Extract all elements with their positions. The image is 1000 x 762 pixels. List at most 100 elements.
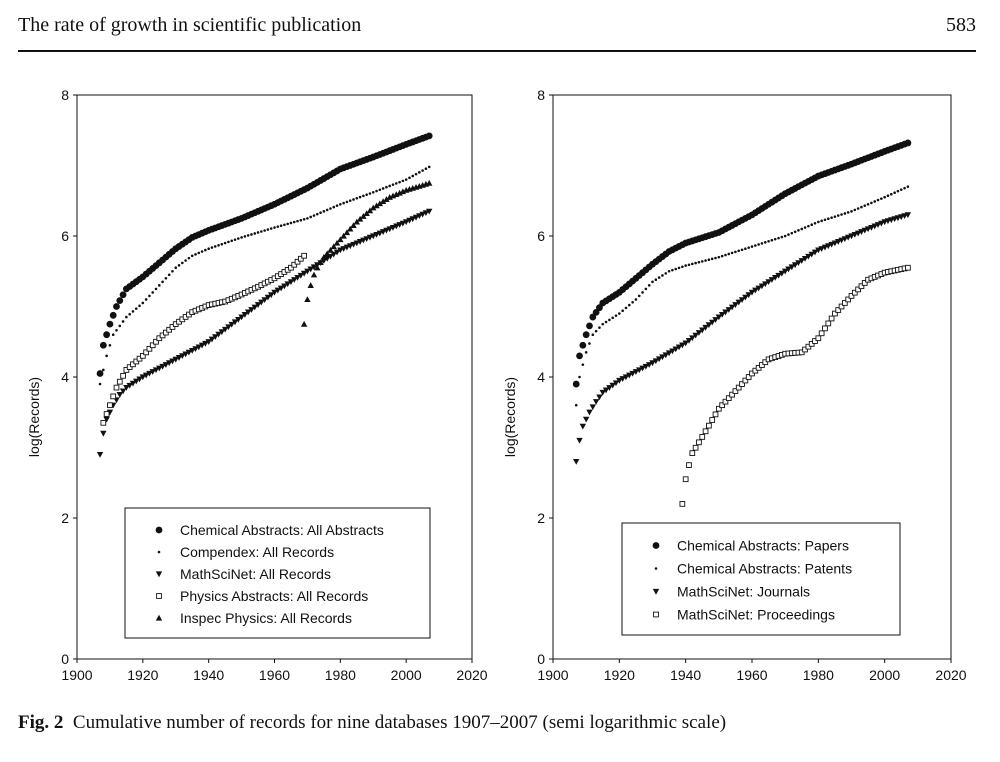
right-chart-legend-box bbox=[621, 522, 901, 636]
right-chart-point bbox=[745, 374, 752, 380]
right-chart-x-tick-label: 2000 bbox=[869, 667, 900, 683]
right-chart-point bbox=[637, 294, 641, 298]
left-chart-point bbox=[273, 226, 276, 229]
left-chart-point bbox=[312, 214, 316, 217]
right-chart-point bbox=[604, 320, 608, 324]
left-chart-point bbox=[184, 259, 187, 262]
left-chart-point bbox=[256, 231, 260, 234]
left-chart-point bbox=[330, 243, 337, 250]
right-chart-point bbox=[767, 239, 770, 243]
left-chart-y-axis-label: log(Records) bbox=[26, 377, 42, 457]
left-chart-point bbox=[131, 310, 135, 313]
left-chart-point bbox=[286, 222, 289, 226]
left-chart-point bbox=[139, 353, 146, 359]
left-chart-point bbox=[388, 184, 392, 188]
left-chart-point bbox=[370, 204, 377, 211]
right-chart-point bbox=[616, 377, 623, 384]
right-chart-point bbox=[818, 246, 825, 252]
left-chart-point bbox=[345, 200, 349, 204]
right-chart-point bbox=[675, 344, 683, 351]
right-chart-point bbox=[752, 287, 759, 294]
left-chart-point bbox=[368, 192, 372, 195]
right-chart-point bbox=[805, 253, 812, 260]
right-chart-point bbox=[853, 208, 857, 212]
figure-caption: Fig. 2 Cumulative number of records for … bbox=[18, 712, 726, 734]
right-chart-point bbox=[790, 231, 794, 235]
right-chart-point bbox=[831, 240, 839, 247]
left-chart-point bbox=[340, 246, 347, 252]
right-chart-y-tick-label: 0 bbox=[537, 651, 545, 667]
right-chart-point bbox=[636, 367, 643, 374]
right-chart-point bbox=[845, 296, 852, 303]
left-chart-point bbox=[116, 378, 123, 385]
right-chart-point bbox=[876, 198, 880, 202]
left-chart-point bbox=[215, 331, 222, 338]
left-chart-x-tick-label: 1980 bbox=[325, 667, 356, 683]
left-chart-point bbox=[426, 208, 433, 215]
left-chart-point bbox=[218, 329, 226, 336]
right-chart-point bbox=[677, 266, 681, 270]
left-chart-point bbox=[221, 326, 229, 333]
left-chart-point bbox=[360, 213, 367, 219]
left-chart-point bbox=[391, 183, 395, 186]
left-chart-point bbox=[190, 254, 194, 258]
right-chart-point bbox=[624, 306, 628, 310]
left-chart-y-tick-label: 8 bbox=[61, 87, 69, 103]
left-chart-point bbox=[244, 309, 252, 316]
left-chart-point bbox=[402, 219, 410, 226]
right-chart-point bbox=[864, 226, 872, 233]
left-chart-x-tick-label: 1940 bbox=[193, 667, 224, 683]
right-chart: 0 2 4 6 8 1900 1920 1940 1960 1980 2000 2020 log(Rec… bbox=[502, 87, 967, 683]
left-chart-point bbox=[110, 393, 117, 400]
left-chart-point bbox=[396, 222, 403, 228]
right-chart-point bbox=[596, 304, 603, 312]
right-chart-point bbox=[773, 237, 777, 241]
left-chart-point bbox=[310, 264, 318, 271]
left-chart-legend-marker bbox=[155, 526, 163, 534]
left-chart-point bbox=[120, 372, 126, 379]
left-chart-point bbox=[119, 291, 127, 299]
right-chart-point bbox=[813, 222, 817, 225]
left-chart-point bbox=[416, 213, 423, 220]
left-chart-point bbox=[319, 211, 322, 215]
right-chart-point bbox=[843, 212, 847, 215]
left-chart-point bbox=[200, 250, 204, 253]
left-chart-point bbox=[204, 248, 207, 252]
right-chart-series-chemical-abstracts-patents bbox=[574, 185, 910, 407]
left-chart-point bbox=[236, 237, 240, 240]
left-chart-point bbox=[322, 210, 326, 213]
left-chart-point bbox=[288, 264, 294, 271]
right-chart-point bbox=[811, 249, 819, 256]
left-chart-point bbox=[179, 353, 186, 360]
right-chart-point bbox=[664, 272, 668, 275]
left-chart-point bbox=[187, 256, 191, 260]
right-chart-point bbox=[654, 278, 658, 282]
left-chart-point bbox=[277, 285, 285, 292]
right-chart-legend-label: Chemical Abstracts: Papers bbox=[677, 538, 849, 554]
right-chart-point bbox=[722, 398, 729, 405]
right-chart-point bbox=[594, 329, 598, 333]
left-chart-point bbox=[401, 179, 405, 183]
right-chart-point bbox=[738, 297, 746, 304]
left-chart-point bbox=[111, 333, 115, 337]
right-chart-point bbox=[720, 254, 724, 258]
left-chart-point bbox=[264, 294, 272, 301]
left-chart-point bbox=[333, 239, 341, 246]
left-chart-point bbox=[208, 336, 216, 343]
left-chart-point bbox=[327, 246, 334, 253]
left-chart-y-tick-label: 6 bbox=[61, 228, 69, 244]
right-chart-point bbox=[629, 370, 636, 377]
left-chart-point bbox=[291, 277, 298, 283]
right-chart-point bbox=[842, 300, 848, 306]
left-chart-point bbox=[174, 266, 178, 270]
left-chart-point bbox=[333, 249, 341, 256]
right-chart-point bbox=[694, 261, 697, 265]
right-chart-point bbox=[655, 356, 663, 363]
right-chart-point bbox=[695, 330, 703, 336]
left-chart-point bbox=[161, 280, 164, 284]
right-chart-point bbox=[734, 250, 737, 254]
right-chart-point bbox=[679, 501, 686, 507]
right-chart-point bbox=[860, 205, 863, 209]
right-chart-point bbox=[823, 218, 827, 222]
left-chart-point bbox=[143, 349, 149, 356]
